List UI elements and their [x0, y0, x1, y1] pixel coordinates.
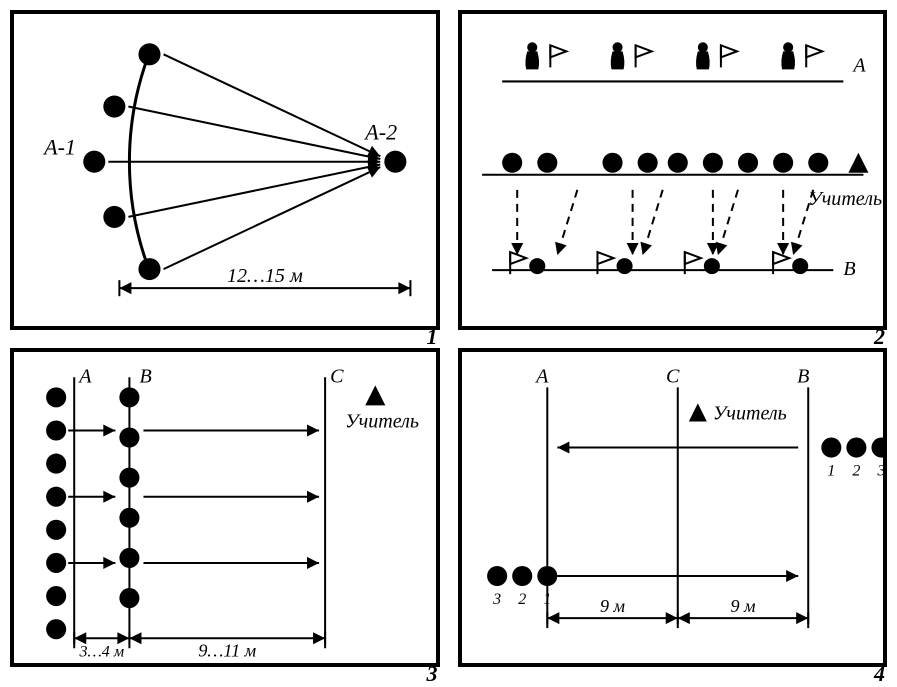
panel-2-number: 2 [874, 324, 885, 350]
panel-2: АУчительВ 2 [458, 10, 888, 330]
panel-1-svg: А-1 А-2 12…15 м [14, 14, 436, 326]
svg-text:3…4 м: 3…4 м [79, 643, 125, 660]
svg-text:1: 1 [827, 462, 835, 479]
svg-text:Учитель: Учитель [712, 402, 786, 424]
svg-text:9…11 м: 9…11 м [198, 640, 256, 660]
svg-text:Учитель: Учитель [345, 410, 419, 432]
svg-text:С: С [330, 365, 344, 387]
panel-1: А-1А-212…15 м 1 [10, 10, 440, 330]
svg-text:А-1: А-1 [42, 135, 76, 160]
svg-text:9 м: 9 м [600, 596, 626, 616]
svg-text:С: С [666, 365, 680, 387]
svg-text:2: 2 [518, 591, 526, 608]
svg-text:Учитель: Учитель [808, 188, 882, 210]
panel-1-number: 1 [427, 324, 438, 350]
svg-text:1: 1 [543, 591, 551, 608]
svg-text:В: В [797, 365, 809, 387]
svg-text:2: 2 [852, 462, 860, 479]
svg-text:А: А [851, 54, 866, 76]
svg-text:А: А [534, 365, 549, 387]
diagram-grid: А-1 А-2 12…15 м 1 А Учитель В 2 А В С Учитель 3…… [10, 10, 887, 667]
panel-3-number: 3 [427, 661, 438, 687]
panel-2-svg: А Учитель В [462, 14, 884, 326]
svg-text:А: А [77, 365, 92, 387]
panel-4: АСВУчитель1233219 м9 м 4 [458, 348, 888, 668]
svg-text:3: 3 [876, 462, 883, 479]
panel-3: АВСУчитель3…4 м9…11 м 3 [10, 348, 440, 668]
svg-text:А-2: А-2 [363, 120, 397, 145]
svg-text:В: В [843, 258, 855, 280]
panel-3-svg: А В С Учитель 3…4 м 9…11 м [14, 352, 436, 664]
panel-4-svg: АСВУчитель1233219 м9 м [462, 352, 884, 664]
panel-4-number: 4 [874, 661, 885, 687]
svg-text:9 м: 9 м [730, 596, 756, 616]
svg-text:В: В [139, 365, 151, 387]
svg-text:12…15 м: 12…15 м [227, 265, 303, 287]
svg-text:3: 3 [492, 591, 501, 608]
